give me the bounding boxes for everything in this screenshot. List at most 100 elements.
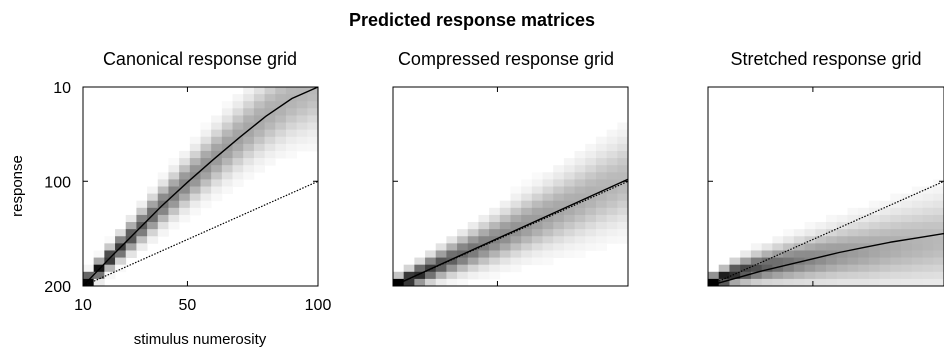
heatmap-cell <box>585 179 597 187</box>
heatmap-cell <box>606 165 618 173</box>
heatmap-cell <box>847 264 859 273</box>
heatmap-cell <box>922 214 934 223</box>
heatmap-cell <box>793 278 805 286</box>
heatmap-cell <box>815 271 827 280</box>
heatmap-cell <box>718 264 730 273</box>
heatmap-cell <box>435 278 447 286</box>
heatmap-cell <box>617 150 628 159</box>
heatmap-cell <box>510 243 522 251</box>
heatmap-cell <box>157 172 169 180</box>
heatmap-cell <box>179 158 191 166</box>
heatmap-cell <box>911 193 923 202</box>
heatmap-cell <box>617 172 628 180</box>
heatmap-cell <box>104 271 116 280</box>
heatmap-cell <box>617 158 628 166</box>
heatmap-cell <box>285 101 298 109</box>
heatmap-cell <box>264 94 276 102</box>
heatmap-cell <box>933 257 944 266</box>
heatmap-cell <box>826 229 838 237</box>
heatmap-cell <box>200 179 212 187</box>
heatmap-cell <box>890 250 902 258</box>
heatmap-cell <box>911 250 923 258</box>
heatmap-cell <box>125 222 137 230</box>
heatmap-cell <box>542 207 554 216</box>
heatmap-cell <box>489 271 501 280</box>
heatmap-cell <box>574 150 586 159</box>
heatmap-cell <box>157 179 169 187</box>
y-tick-label: 200 <box>44 279 71 296</box>
heatmap-cell <box>826 271 838 280</box>
heatmap-cell <box>933 186 944 195</box>
heatmap-cell <box>200 193 212 202</box>
heatmap-cell <box>783 236 795 244</box>
heatmap-cell <box>922 257 934 266</box>
heatmap-cell <box>868 222 881 230</box>
heatmap-cell <box>200 136 212 145</box>
heatmap-cell <box>264 129 276 138</box>
heatmap-cell <box>783 257 795 266</box>
heatmap-cell <box>911 186 923 195</box>
heatmap-cell <box>542 222 554 230</box>
heatmap-cell <box>563 236 575 244</box>
heatmap-cell <box>489 243 501 251</box>
heatmap-cell <box>606 179 618 187</box>
heatmap-cell <box>510 186 522 195</box>
heatmap-cell <box>425 250 437 258</box>
heatmap-cell <box>563 214 575 223</box>
heatmap-cell <box>221 115 233 123</box>
heatmap-cell <box>243 129 255 138</box>
panel-canonical: Canonical response grid 10 50 10010100200 … <box>9 49 331 348</box>
heatmap-cell <box>179 193 191 202</box>
heatmap-cell <box>933 200 944 209</box>
heatmap-cell <box>157 193 169 202</box>
heatmap-cell <box>585 165 597 173</box>
heatmap-cell <box>858 278 870 286</box>
heatmap-cell <box>285 87 298 95</box>
heatmap-cell <box>595 207 608 216</box>
heatmap-cell <box>168 222 180 230</box>
heatmap-cell <box>221 186 233 195</box>
heatmap-cell <box>911 264 923 273</box>
heatmap-cell <box>606 143 618 152</box>
heatmap-cell <box>211 158 223 166</box>
heatmap-cell <box>868 271 881 280</box>
heatmap-cell <box>890 222 902 230</box>
heatmap-cell <box>93 257 105 266</box>
heatmap-cell <box>489 207 501 216</box>
heatmap-cell <box>542 200 554 209</box>
plot-frame <box>392 86 629 287</box>
heatmap-cell <box>499 243 511 251</box>
heatmap-cell <box>793 243 805 251</box>
heatmap-cell <box>104 250 116 258</box>
heatmap-cell <box>933 278 944 286</box>
heatmap-cell <box>879 257 891 266</box>
heatmap-cell <box>489 264 501 273</box>
heatmap-cell <box>901 278 913 286</box>
heatmap-cell <box>414 257 426 266</box>
heatmap-cell <box>211 129 223 138</box>
heatmap-cell <box>393 271 405 280</box>
heatmap-cell <box>595 186 608 195</box>
heatmap-cell <box>922 250 934 258</box>
heatmap-cell <box>847 214 859 223</box>
heatmap-cell <box>232 101 244 109</box>
heatmap-cell <box>901 264 913 273</box>
heatmap-cell <box>793 250 805 258</box>
heatmap-cell <box>489 222 501 230</box>
heatmap-cell <box>617 129 628 138</box>
heatmap-cell <box>617 222 628 230</box>
heatmap-cell <box>595 143 608 152</box>
heatmap-cell <box>275 115 287 123</box>
y-tick-label: 10 <box>53 80 71 97</box>
heatmap-cell <box>168 214 180 223</box>
heatmap-cell <box>478 264 490 273</box>
heatmap-cell <box>563 186 575 195</box>
heatmap-cell <box>708 278 720 286</box>
heatmap-cell <box>783 243 795 251</box>
heatmap-cell <box>595 243 608 251</box>
heatmap-cell <box>617 122 628 131</box>
heatmap-cell <box>104 257 116 266</box>
heatmap-cell <box>275 87 287 95</box>
heatmap-cell <box>617 236 628 244</box>
heatmap-cell <box>793 257 805 266</box>
